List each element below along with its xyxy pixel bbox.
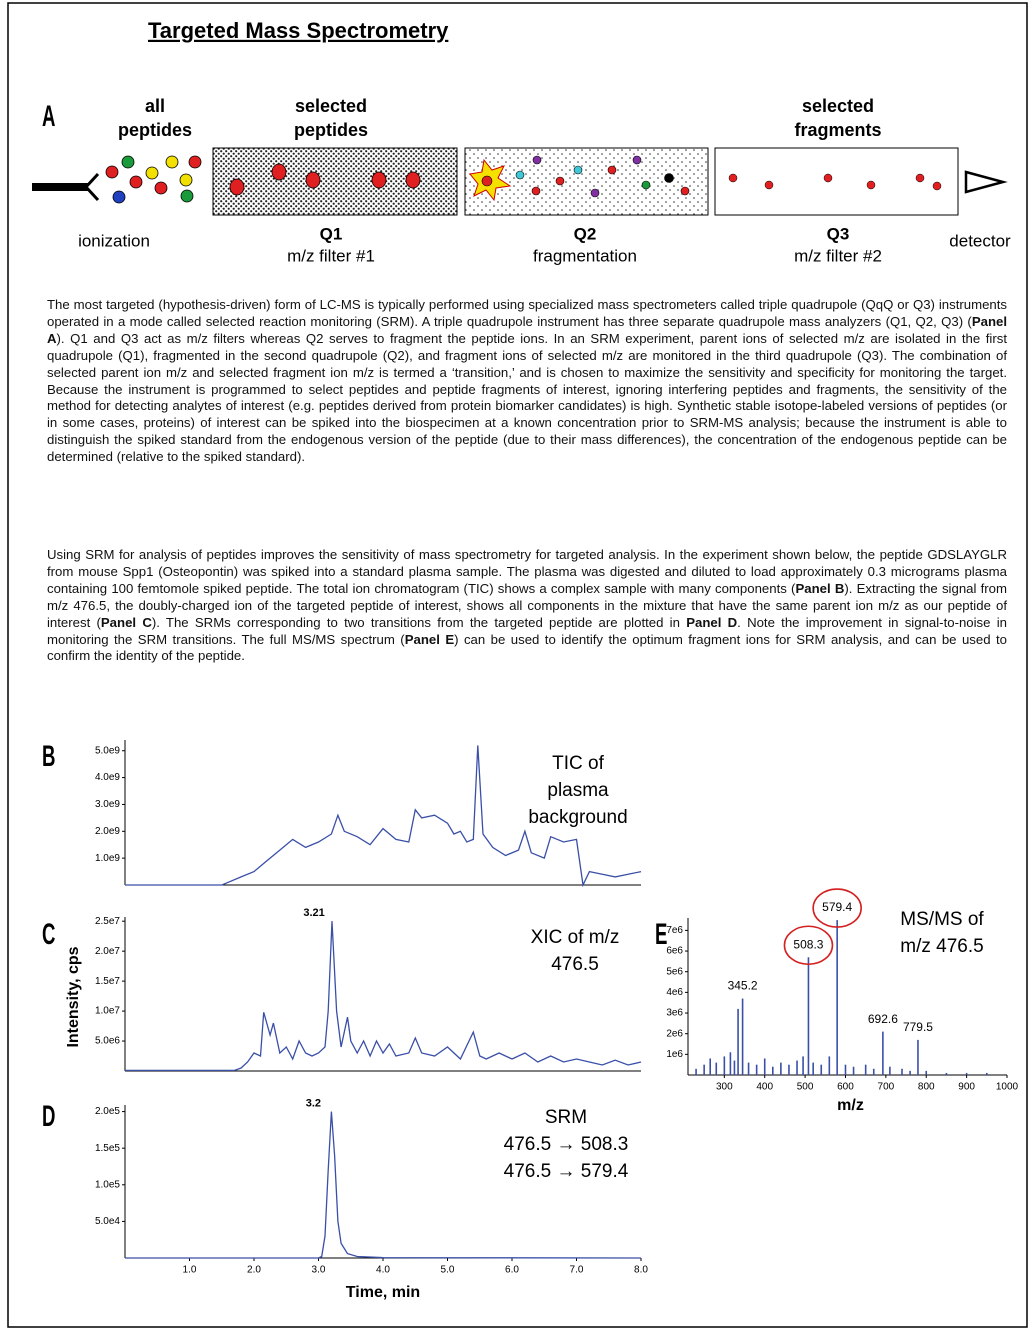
detector-label: detector: [949, 231, 1011, 250]
y-tick-label: 5.0e4: [95, 1216, 120, 1227]
x-tick-label: 800: [918, 1082, 935, 1093]
stage-heading: fragments: [794, 120, 881, 140]
quadrupole-role: m/z filter #2: [794, 246, 882, 265]
panel-a-diagram: [32, 148, 1003, 215]
quadrupole-role: m/z filter #1: [287, 246, 375, 265]
stage-heading: peptides: [294, 120, 368, 140]
y-tick-label: 7e6: [666, 925, 683, 936]
y-tick-label: 1e6: [666, 1049, 683, 1060]
panel-letter: A: [42, 99, 55, 133]
paragraph: The most targeted (hypothesis-driven) fo…: [47, 297, 1007, 466]
chart-note: plasma: [547, 780, 609, 801]
text-run: ). The SRMs corresponding to two transit…: [152, 615, 686, 630]
y-tick-label: 2.0e7: [95, 946, 120, 957]
y-tick-label: 2.0e9: [95, 826, 120, 837]
quadrupole-name: Q2: [574, 224, 597, 243]
page-title: Targeted Mass Spectrometry: [148, 18, 449, 43]
y-tick-label: 2e6: [666, 1028, 683, 1039]
y-tick-label: 5e6: [666, 966, 683, 977]
y-tick-label: 5.0e9: [95, 745, 120, 756]
y-tick-label: 4e6: [666, 987, 683, 998]
x-tick-label: 900: [958, 1082, 975, 1093]
quadrupole-name: Q3: [827, 224, 850, 243]
y-tick-label: 1.5e5: [95, 1143, 120, 1154]
text-run: ). Q1 and Q3 act as m/z filters whereas …: [47, 331, 1007, 464]
y-tick-label: 1.0e9: [95, 853, 120, 864]
stage-heading: peptides: [118, 120, 192, 140]
chart-note: m/z 476.5: [900, 936, 983, 957]
x-tick-label: 3.0: [312, 1265, 326, 1276]
peptide-cloud: [106, 156, 201, 203]
paragraph: Using SRM for analysis of peptides impro…: [47, 547, 1007, 665]
y-tick-label: 1.0e5: [95, 1179, 120, 1190]
x-tick-label: 7.0: [570, 1265, 584, 1276]
x-tick-label: 1.0: [183, 1265, 197, 1276]
x-axis-label: m/z: [837, 1097, 864, 1114]
x-tick-label: 5.0: [441, 1265, 455, 1276]
chart-note: background: [528, 807, 627, 828]
x-tick-label: 1000: [996, 1082, 1019, 1093]
chart-note: 476.5 → 579.4: [504, 1161, 629, 1182]
x-tick-label: 500: [797, 1082, 814, 1093]
peak-label: 508.3: [793, 937, 823, 951]
peak-label: 579.4: [822, 900, 852, 914]
x-tick-label: 8.0: [634, 1265, 648, 1276]
y-tick-label: 3.0e9: [95, 799, 120, 810]
x-tick-label: 600: [837, 1082, 854, 1093]
ionization-label: ionization: [78, 231, 150, 250]
ion-source: [32, 183, 88, 191]
peak-label: 3.21: [303, 907, 324, 919]
chart-note: XIC of m/z: [531, 927, 620, 948]
panel-letter: D: [42, 1099, 55, 1133]
y-tick-label: 3e6: [666, 1008, 683, 1019]
emphasis: Panel E: [405, 632, 454, 647]
peak-label: 345.2: [728, 979, 758, 993]
peak-label: 779.5: [903, 1020, 933, 1034]
emphasis: Panel D: [686, 615, 737, 630]
peak-label: 692.6: [868, 1012, 898, 1026]
panel-letter: C: [42, 917, 55, 951]
detector-icon: [966, 172, 1003, 192]
y-tick-label: 2.0e5: [95, 1106, 120, 1117]
emphasis: Panel B: [795, 581, 844, 596]
text-run: The most targeted (hypothesis-driven) fo…: [47, 297, 1007, 329]
page: Targeted Mass Spectrometry: [0, 0, 1034, 1330]
chart-note: MS/MS of: [900, 909, 984, 930]
x-tick-label: 2.0: [247, 1265, 261, 1276]
x-tick-label: 6.0: [505, 1265, 519, 1276]
y-tick-label: 5.0e6: [95, 1036, 120, 1047]
x-tick-label: 400: [756, 1082, 773, 1093]
quadrupole-name: Q1: [320, 224, 343, 243]
chart-note: 476.5: [551, 954, 599, 975]
y-tick-label: 1.5e7: [95, 976, 120, 987]
quadrupole-role: fragmentation: [533, 246, 637, 265]
y-tick-label: 6e6: [666, 946, 683, 957]
chart-note: SRM: [545, 1107, 587, 1128]
peak-label: 3.2: [306, 1097, 321, 1109]
y-tick-label: 2.5e7: [95, 916, 120, 927]
chart-note: 476.5 → 508.3: [504, 1134, 629, 1155]
y-axis-label: Intensity, cps: [65, 946, 82, 1047]
ion-source-tip: [86, 174, 98, 200]
stage-heading: selected: [295, 96, 367, 116]
x-axis-label: Time, min: [346, 1284, 420, 1301]
stage-heading: all: [145, 96, 165, 116]
x-tick-label: 700: [878, 1082, 895, 1093]
chart-note: TIC of: [552, 753, 604, 774]
y-tick-label: 4.0e9: [95, 772, 120, 783]
x-tick-label: 4.0: [376, 1265, 390, 1276]
q1-box: [213, 148, 457, 215]
x-tick-label: 300: [716, 1082, 733, 1093]
panel-letter: B: [42, 739, 55, 773]
y-tick-label: 1.0e7: [95, 1006, 120, 1017]
emphasis: Panel C: [101, 615, 152, 630]
stage-heading: selected: [802, 96, 874, 116]
